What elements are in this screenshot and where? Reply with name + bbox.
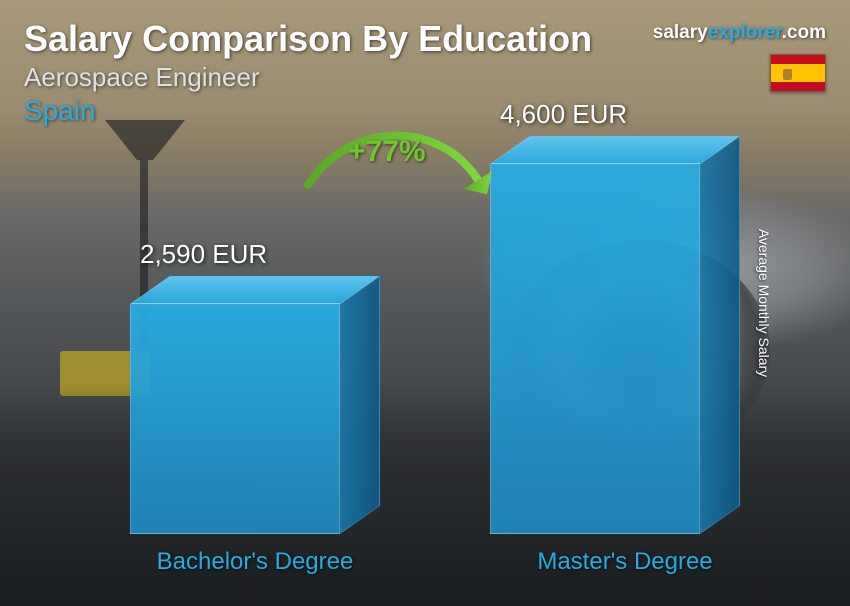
- brand-part2: explorer: [708, 22, 782, 43]
- increase-percent-label: +77%: [348, 135, 426, 169]
- y-axis-label: Average Monthly Salary: [756, 229, 772, 377]
- page-subtitle: Aerospace Engineer: [24, 62, 592, 93]
- header: Salary Comparison By Education Aerospace…: [24, 18, 592, 127]
- brand-part1: salary: [653, 22, 708, 43]
- page-country: Spain: [24, 95, 592, 127]
- flag-spain-icon: [770, 54, 826, 92]
- brand-tld: .com: [782, 22, 826, 43]
- brand-block: salaryexplorer.com: [653, 22, 826, 92]
- brand-logo-text: salaryexplorer.com: [653, 22, 826, 44]
- page-title: Salary Comparison By Education: [24, 18, 592, 60]
